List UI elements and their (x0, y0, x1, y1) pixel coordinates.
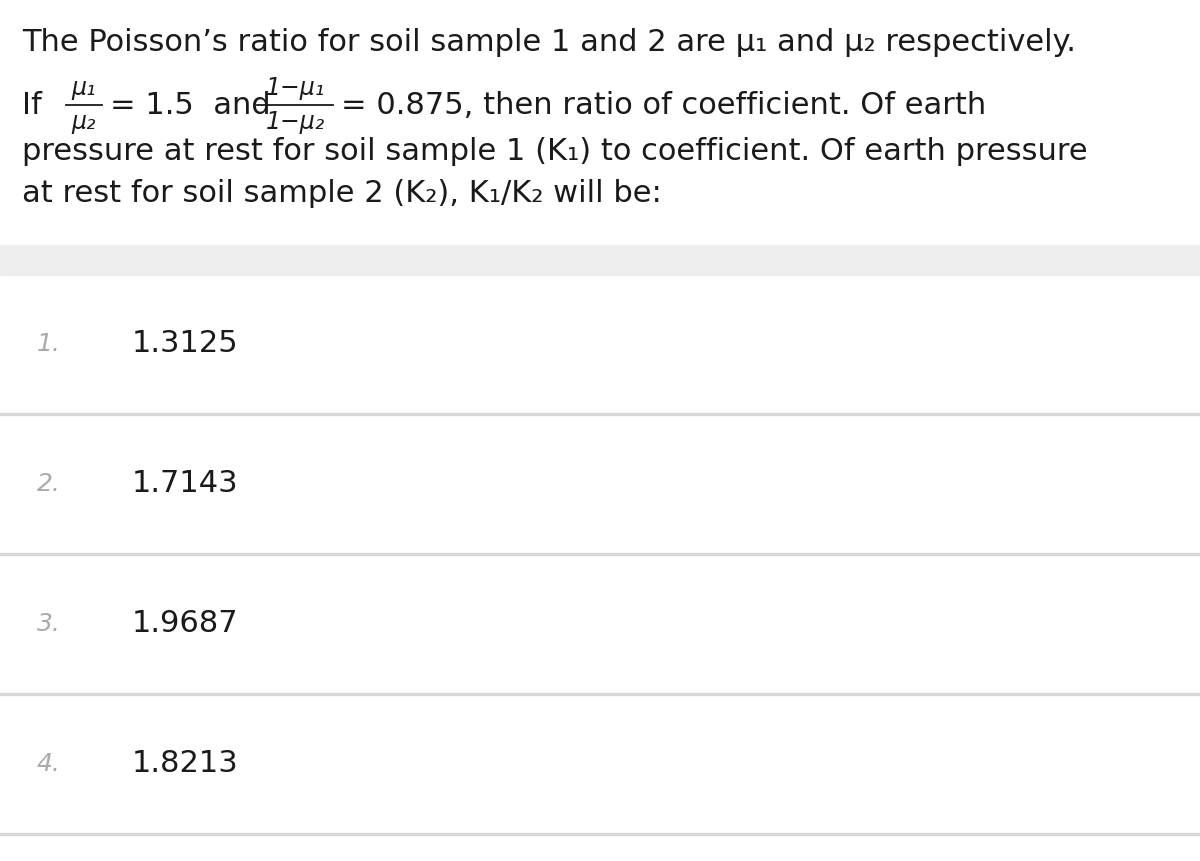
Bar (0, 833, 1200, 835)
Text: at rest for soil sample 2 (K₂), K₁/K₂ will be:: at rest for soil sample 2 (K₂), K₁/K₂ wi… (22, 178, 661, 208)
Text: 1−μ₁: 1−μ₁ (265, 76, 325, 100)
Text: 1.9687: 1.9687 (132, 610, 239, 639)
Text: 3.: 3. (37, 612, 61, 636)
Text: 1.8213: 1.8213 (132, 749, 239, 778)
Bar (0, 693, 1200, 695)
Bar (0, 245, 1200, 275)
Bar (0, 553, 1200, 555)
Text: μ₁: μ₁ (72, 76, 96, 100)
Text: 4.: 4. (37, 752, 61, 776)
Text: = 0.875, then ratio of coefficient. Of earth: = 0.875, then ratio of coefficient. Of e… (341, 90, 986, 120)
Bar (0, 413, 1200, 415)
Bar (0, 415, 1200, 553)
Bar (0, 0, 1200, 245)
Bar (0, 555, 1200, 693)
Text: pressure at rest for soil sample 1 (K₁) to coefficient. Of earth pressure: pressure at rest for soil sample 1 (K₁) … (22, 137, 1087, 165)
Text: μ₂: μ₂ (72, 110, 96, 134)
Text: 1.7143: 1.7143 (132, 469, 239, 499)
Text: 1−μ₂: 1−μ₂ (265, 110, 325, 134)
Bar (0, 695, 1200, 833)
Text: 1.3125: 1.3125 (132, 330, 239, 358)
Bar (0, 275, 1200, 413)
Text: 2.: 2. (37, 472, 61, 496)
Text: 1.: 1. (37, 332, 61, 356)
Text: = 1.5  and: = 1.5 and (110, 90, 271, 120)
Text: The Poisson’s ratio for soil sample 1 and 2 are μ₁ and μ₂ respectively.: The Poisson’s ratio for soil sample 1 an… (22, 28, 1076, 57)
Text: If: If (22, 90, 42, 120)
